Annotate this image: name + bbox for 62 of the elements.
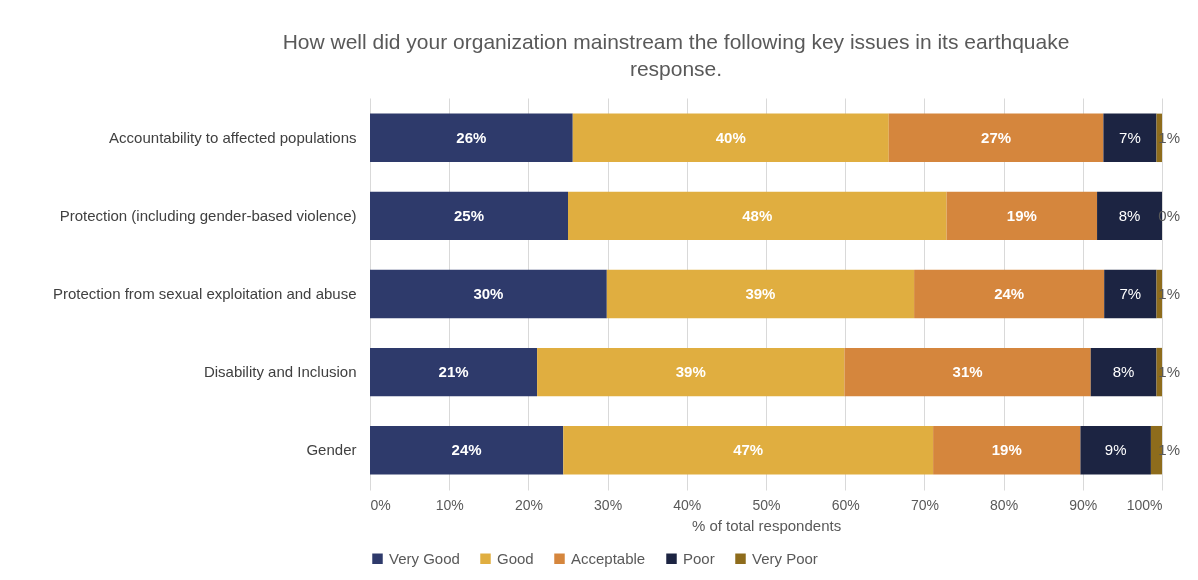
x-axis-title: % of total respondents xyxy=(691,516,842,534)
data-label: 27% xyxy=(981,128,1012,146)
data-label: 24% xyxy=(994,285,1025,302)
data-label: 24% xyxy=(451,441,482,459)
data-label: 26% xyxy=(456,128,487,146)
bar xyxy=(370,269,607,319)
bar xyxy=(563,425,934,475)
bar xyxy=(568,191,947,241)
bar xyxy=(1103,113,1157,163)
y-tick-label: Disability and Inclusion xyxy=(203,363,357,381)
data-label: 40% xyxy=(715,128,746,146)
legend-label: Good xyxy=(497,549,534,567)
bar xyxy=(370,347,538,397)
legend-label: Very Poor xyxy=(752,549,818,567)
x-tick-label: 60% xyxy=(831,496,860,513)
y-tick-label: Protection (including gender-based violence) xyxy=(59,206,357,224)
legend-label: Very Good xyxy=(389,549,460,567)
x-tick-label: 50% xyxy=(752,496,781,513)
data-label: 25% xyxy=(453,206,485,224)
data-label: 48% xyxy=(742,206,773,224)
x-tick-label: 0% xyxy=(370,496,391,513)
data-label: 7% xyxy=(1119,128,1141,146)
data-label: 8% xyxy=(1118,206,1141,224)
bar xyxy=(888,113,1104,163)
bar xyxy=(1104,269,1157,319)
y-tick-label: Protection from sexual exploitation and abuse xyxy=(52,285,357,302)
bar xyxy=(572,113,889,163)
data-label: 19% xyxy=(1006,206,1037,224)
bar xyxy=(370,425,564,475)
y-tick-label: Gender xyxy=(306,441,357,459)
legend-label: Acceptable xyxy=(571,549,646,567)
bar xyxy=(844,347,1091,397)
legend-label: Poor xyxy=(683,549,715,567)
data-label: 9% xyxy=(1104,441,1127,459)
bar xyxy=(946,191,1098,241)
data-label: 19% xyxy=(991,441,1022,459)
data-label: 30% xyxy=(473,285,504,302)
x-tick-label: 80% xyxy=(990,496,1019,513)
x-tick-label: 40% xyxy=(673,496,702,513)
x-tick-label: 20% xyxy=(514,496,543,513)
bar xyxy=(537,347,845,397)
x-tick-label: 30% xyxy=(594,496,623,513)
data-label: 47% xyxy=(733,441,764,459)
chart-title: How well did your organization mainstream the following key issues in its earthquake response. xyxy=(282,30,1070,80)
bar xyxy=(933,425,1081,475)
x-tick-label: 70% xyxy=(910,496,939,513)
bar xyxy=(370,191,568,241)
data-label: 31% xyxy=(952,363,983,381)
x-tick-label: 90% xyxy=(1069,496,1098,513)
data-label: 39% xyxy=(745,285,776,302)
bar xyxy=(370,113,573,163)
x-tick-label: 100% xyxy=(1126,496,1163,513)
bar xyxy=(1090,347,1157,397)
data-label: 7% xyxy=(1119,285,1142,302)
data-label: 21% xyxy=(438,363,469,381)
bar xyxy=(1080,425,1151,475)
data-label: 39% xyxy=(675,363,706,381)
y-tick-label: Accountability to affected populations xyxy=(109,128,357,146)
bar xyxy=(914,269,1105,319)
bar xyxy=(606,269,915,319)
data-label: 8% xyxy=(1112,363,1135,381)
x-tick-label: 10% xyxy=(435,496,464,513)
